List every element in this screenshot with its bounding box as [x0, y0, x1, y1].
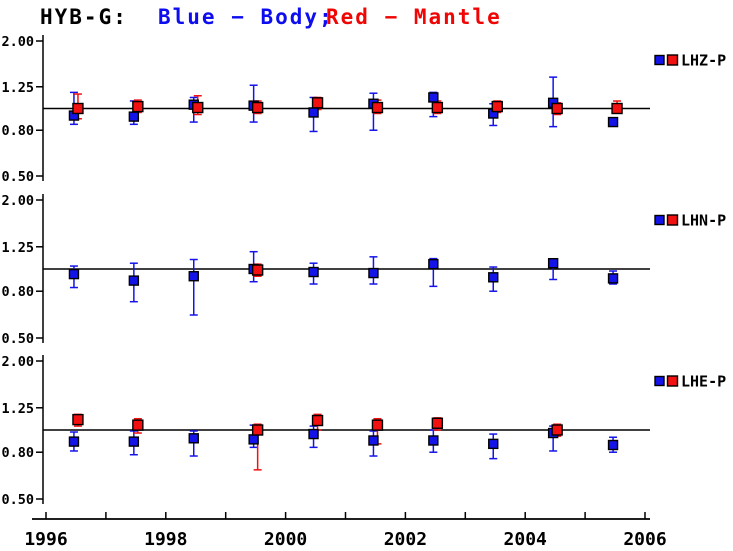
- mantle-marker: [251, 424, 264, 436]
- y-tick-label: 0.80: [1, 445, 34, 461]
- body-marker: [368, 267, 379, 279]
- mantle-marker: [431, 417, 444, 429]
- mantle-marker: [132, 419, 144, 431]
- mantle-marker: [371, 419, 384, 431]
- legend-mantle-swatch: [666, 375, 679, 387]
- y-tick-label: 1.25: [1, 240, 34, 256]
- body-marker: [128, 111, 140, 122]
- body-marker: [248, 434, 259, 445]
- mantle-marker: [491, 100, 503, 113]
- y-tick-label: 1.25: [1, 80, 34, 96]
- mantle-marker: [72, 413, 84, 426]
- body-marker: [368, 435, 379, 446]
- body-marker: [607, 116, 619, 128]
- y-tick-label: 0.50: [1, 169, 34, 185]
- body-marker: [488, 272, 499, 283]
- title-mantle-legend: Red − Mantle: [326, 5, 502, 29]
- mantle-marker: [551, 424, 563, 436]
- x-tick-label: 2006: [623, 529, 666, 550]
- mantle-marker: [132, 100, 144, 113]
- mantle-marker: [611, 102, 623, 115]
- body-marker: [128, 275, 140, 286]
- mantle-marker: [311, 97, 324, 109]
- legend-label: LHZ-P: [681, 52, 726, 70]
- legend-label: LHN-P: [681, 212, 726, 230]
- body-marker: [428, 258, 439, 270]
- y-tick-label: 2.00: [1, 354, 34, 370]
- x-tick-label: 1998: [144, 529, 187, 550]
- body-marker: [68, 436, 80, 447]
- body-marker: [188, 433, 199, 444]
- y-tick-label: 1.25: [1, 401, 34, 417]
- legend-body-swatch: [654, 214, 665, 226]
- body-marker: [607, 273, 619, 284]
- y-tick-label: 0.80: [1, 123, 34, 139]
- title-body-legend: Blue − Body;: [158, 5, 334, 29]
- body-marker: [428, 435, 439, 446]
- body-marker: [607, 439, 619, 451]
- mantle-marker: [431, 101, 444, 114]
- legend-body-swatch: [654, 375, 665, 387]
- body-marker: [68, 268, 80, 280]
- chart-title: HYB-G: Blue − Body; Red − Mantle: [0, 5, 733, 31]
- mantle-marker: [551, 102, 563, 115]
- legend-mantle-swatch: [666, 54, 679, 66]
- legend-mantle-swatch: [666, 214, 679, 226]
- y-tick-label: 2.00: [1, 193, 34, 209]
- body-marker: [308, 428, 319, 440]
- y-tick-label: 0.50: [1, 331, 34, 347]
- y-tick-label: 0.80: [1, 284, 34, 300]
- y-tick-label: 2.00: [1, 34, 34, 50]
- x-tick-label: 2000: [264, 529, 307, 550]
- mantle-marker: [251, 101, 264, 114]
- body-marker: [488, 438, 499, 450]
- body-marker: [188, 271, 199, 282]
- body-marker: [308, 266, 319, 278]
- body-marker: [308, 107, 319, 118]
- mantle-marker: [72, 102, 84, 115]
- x-tick-label: 2004: [504, 529, 548, 550]
- legend-body-swatch: [654, 54, 665, 66]
- mantle-marker: [251, 264, 264, 276]
- body-marker: [547, 257, 559, 269]
- x-tick-label: 2002: [384, 529, 427, 550]
- mantle-marker: [192, 101, 204, 114]
- legend-label: LHE-P: [681, 373, 726, 391]
- title-station: HYB-G:: [40, 5, 128, 29]
- mantle-marker: [371, 101, 384, 114]
- x-tick-label: 1996: [24, 529, 67, 550]
- mantle-marker: [311, 414, 324, 427]
- body-marker: [128, 436, 140, 447]
- body-marker: [428, 92, 439, 103]
- y-tick-label: 0.50: [1, 492, 34, 508]
